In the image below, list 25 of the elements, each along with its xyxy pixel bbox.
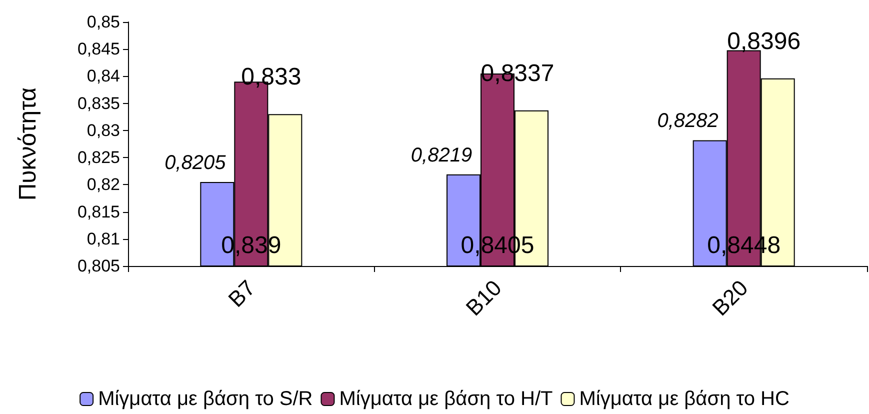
legend-label: Μίγματα με βάση το HC: [579, 388, 790, 410]
data-label: 0,8337: [480, 60, 554, 87]
y-tick-label: 0,81: [86, 229, 120, 248]
y-tick-label: 0,835: [77, 94, 120, 113]
data-label: 0,8205: [164, 152, 227, 174]
y-tick-label: 0,85: [86, 12, 120, 32]
y-tick-label: 0,815: [77, 202, 120, 222]
x-tick-label: B20: [707, 275, 753, 321]
data-label: 0,8448: [707, 232, 781, 259]
legend-label: Μίγματα με βάση το H/T: [339, 388, 553, 410]
data-label: 0,8405: [460, 232, 534, 259]
y-tick-label: 0,83: [86, 120, 120, 140]
y-tick-label: 0,825: [77, 148, 120, 168]
data-label: 0,8282: [657, 110, 718, 132]
y-tick-label: 0,84: [86, 66, 120, 86]
data-label: 0,833: [241, 64, 302, 91]
data-label: 0,8219: [410, 144, 472, 166]
y-tick-label: 0,82: [86, 175, 120, 194]
y-axis-title: Πυκνότητα: [14, 87, 42, 201]
x-tick-label: B7: [223, 275, 260, 312]
y-tick-label: 0,805: [77, 256, 120, 276]
legend-label: Μίγματα με βάση το S/R: [98, 388, 313, 410]
y-tick-label: 0,845: [77, 40, 120, 59]
x-tick-label: B10: [460, 275, 506, 321]
data-label: 0,8396: [727, 28, 801, 55]
